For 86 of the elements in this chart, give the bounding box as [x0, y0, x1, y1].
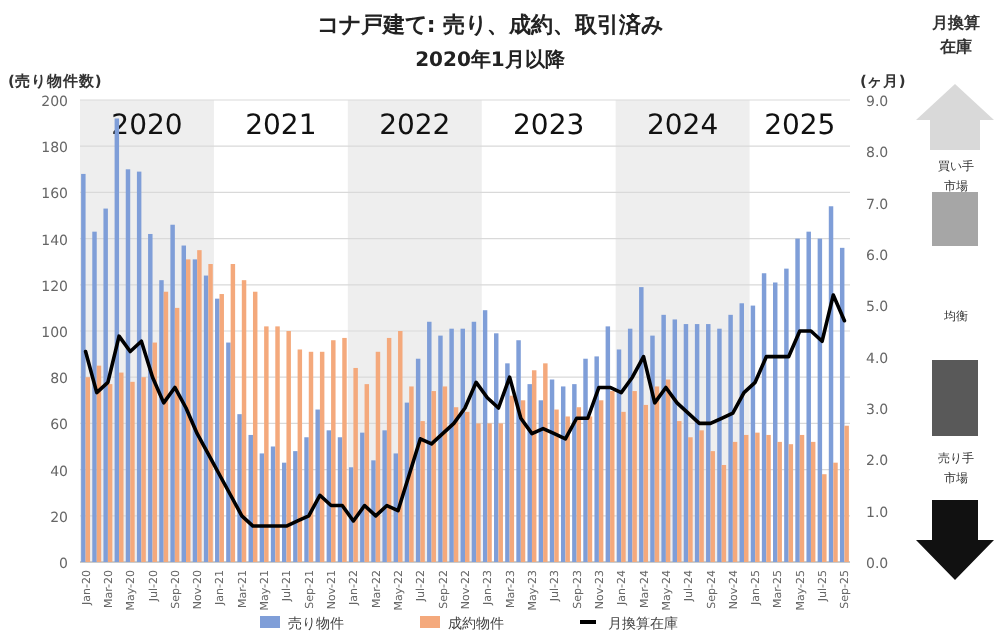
bar [420, 421, 425, 562]
bar [371, 460, 376, 562]
bar [784, 268, 789, 562]
bar [721, 464, 727, 562]
bar [688, 437, 693, 562]
bar [822, 474, 827, 562]
bar [353, 367, 358, 562]
bar [554, 409, 559, 562]
bar [583, 358, 588, 562]
bar [598, 400, 604, 562]
bar [360, 432, 365, 562]
bar [197, 250, 202, 562]
bar [543, 363, 548, 562]
bar [844, 425, 849, 562]
chart-title: コナ戸建て: 売り、成約、取引済み [316, 12, 664, 38]
bar [516, 340, 521, 562]
bar [275, 326, 280, 562]
bar [755, 432, 760, 562]
bar [610, 391, 615, 562]
bar [85, 377, 91, 562]
bar [717, 328, 722, 562]
band-label: 2020 [111, 110, 183, 142]
bar [409, 386, 414, 562]
bar [141, 377, 146, 562]
bar [706, 324, 711, 562]
bar [650, 335, 655, 562]
bar [777, 441, 782, 562]
bar [398, 331, 403, 562]
line-series [83, 293, 847, 528]
bar [438, 335, 443, 562]
bar [119, 372, 124, 562]
bar [92, 231, 97, 562]
band-label: 2024 [646, 110, 719, 142]
bar [103, 208, 108, 562]
bar [810, 441, 816, 562]
bar [342, 337, 347, 562]
bar [159, 280, 164, 562]
band-label: 2022 [379, 110, 451, 142]
bar [632, 391, 637, 562]
bar [661, 314, 666, 562]
text: 月換算在庫 [930, 14, 980, 56]
bar [833, 462, 838, 562]
bar [208, 264, 213, 562]
bar [728, 314, 733, 562]
bar [743, 434, 749, 562]
bar [382, 430, 387, 562]
annotation: 2025 [764, 110, 836, 142]
bar [795, 238, 800, 562]
bar [710, 451, 715, 562]
bar [465, 411, 470, 562]
bar [170, 224, 175, 562]
annotation: 2021 [245, 110, 317, 142]
annotation: 2023 [513, 110, 585, 142]
bar [621, 411, 626, 562]
bar [806, 231, 811, 562]
bar [331, 340, 336, 562]
bar [572, 384, 577, 562]
bar [732, 441, 738, 562]
bar [264, 326, 269, 562]
bar [293, 451, 298, 562]
bar [476, 423, 481, 562]
bar [107, 384, 113, 562]
bar [286, 331, 291, 562]
bar [505, 363, 510, 562]
bar [427, 321, 432, 562]
bar [487, 423, 492, 562]
bar [449, 328, 454, 562]
bar [315, 409, 320, 562]
chart-subtitle: 2020年1月以降 [415, 48, 567, 72]
bar [565, 416, 570, 562]
bar [304, 437, 309, 562]
bar [643, 404, 649, 562]
bar [130, 381, 135, 562]
bar [594, 356, 599, 562]
bar [226, 342, 231, 562]
bar [81, 173, 86, 562]
bar [148, 233, 153, 562]
bar [237, 414, 242, 562]
bar [639, 287, 644, 562]
bar [677, 421, 682, 562]
bar [527, 384, 532, 562]
bar [788, 444, 794, 562]
bar [799, 434, 805, 562]
bar [498, 423, 503, 562]
bar [699, 430, 704, 562]
bar [766, 434, 771, 562]
